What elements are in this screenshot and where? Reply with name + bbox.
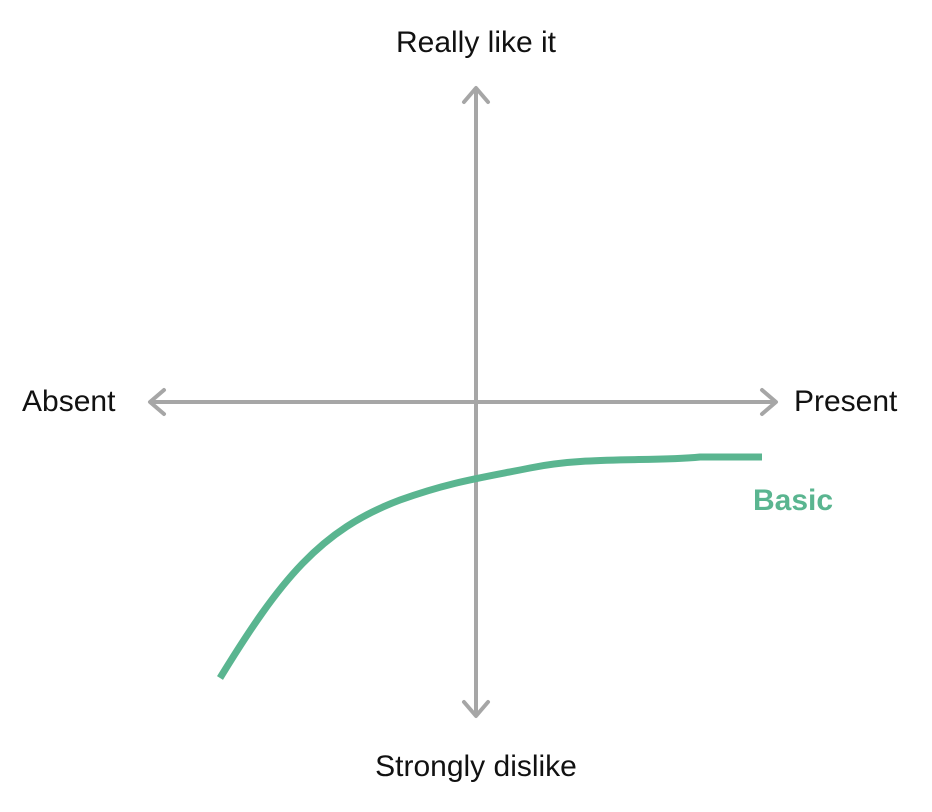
- left-arrowhead: [148, 388, 166, 416]
- curve-label-basic: Basic: [753, 484, 834, 517]
- top-arrowhead: [462, 86, 490, 104]
- axis-label-left: Absent: [22, 385, 116, 418]
- axis-label-top: Really like it: [395, 26, 557, 59]
- axis-label-right: Present: [794, 385, 898, 418]
- basic-curve: [217, 453, 762, 680]
- right-arrowhead: [760, 388, 778, 416]
- axis-label-bottom: Strongly dislike: [375, 750, 577, 783]
- bottom-arrowhead: [462, 700, 490, 718]
